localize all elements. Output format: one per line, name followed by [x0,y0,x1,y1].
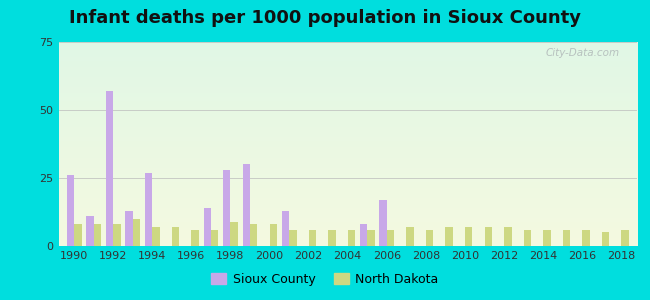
Bar [191,230,199,246]
Bar [406,227,414,246]
Text: City-Data.com: City-Data.com [545,48,619,58]
Bar [445,227,453,246]
Bar [223,170,231,246]
Bar [203,208,211,246]
Bar [242,164,250,246]
Bar [172,227,179,246]
Bar [67,175,74,246]
Bar [231,221,238,246]
Bar [74,224,81,246]
Text: Infant deaths per 1000 population in Sioux County: Infant deaths per 1000 population in Sio… [69,9,581,27]
Bar [270,224,277,246]
Bar [465,227,473,246]
Bar [281,211,289,246]
Bar [125,211,133,246]
Bar [152,227,160,246]
Bar [360,224,367,246]
Bar [380,200,387,246]
Bar [250,224,257,246]
Legend: Sioux County, North Dakota: Sioux County, North Dakota [207,268,443,291]
Bar [621,230,629,246]
Bar [211,230,218,246]
Bar [86,216,94,246]
Bar [524,230,531,246]
Bar [602,232,609,246]
Bar [328,230,335,246]
Bar [94,224,101,246]
Bar [426,230,434,246]
Bar [113,224,121,246]
Bar [133,219,140,246]
Bar [289,230,296,246]
Bar [582,230,590,246]
Bar [504,227,512,246]
Bar [484,227,492,246]
Bar [563,230,570,246]
Bar [106,91,113,246]
Bar [348,230,355,246]
Bar [543,230,551,246]
Bar [367,230,374,246]
Bar [145,172,152,246]
Bar [309,230,316,246]
Bar [387,230,395,246]
